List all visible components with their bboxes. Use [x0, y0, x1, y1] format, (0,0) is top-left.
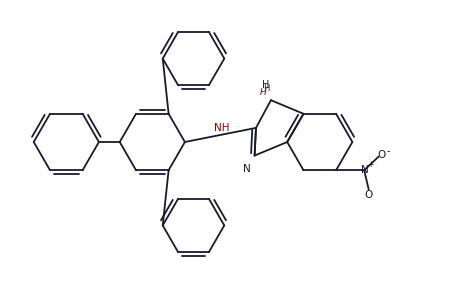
Text: O: O	[377, 150, 385, 160]
Text: H: H	[262, 80, 269, 90]
Text: NH: NH	[213, 123, 229, 133]
Text: H: H	[263, 84, 270, 93]
Text: -: -	[387, 146, 390, 156]
Text: N: N	[361, 165, 369, 175]
Text: O: O	[365, 190, 373, 200]
Text: H: H	[259, 87, 266, 97]
Text: N: N	[242, 164, 250, 174]
Text: +: +	[367, 160, 374, 169]
